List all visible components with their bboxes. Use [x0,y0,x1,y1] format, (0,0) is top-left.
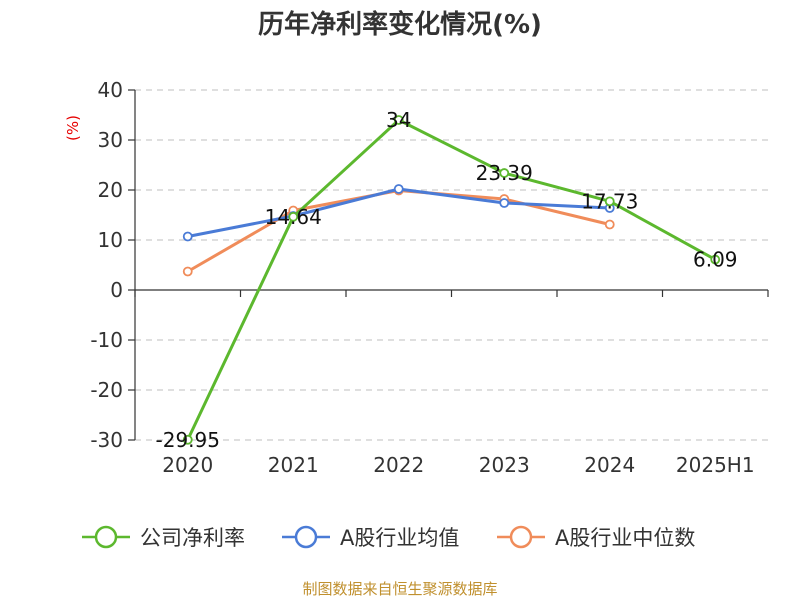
y-tick-label: -20 [90,378,123,402]
x-tick-label: 2023 [479,453,530,477]
series-line [186,118,716,441]
x-tick-label: 2020 [162,453,213,477]
legend-item-2[interactable]: A股行业中位数 [497,525,695,550]
legend-marker [94,525,118,549]
legend[interactable]: 公司净利率 A股行业均值 A股行业中位数 [82,525,695,550]
x-tick-label: 2025H1 [676,453,755,477]
legend-item-1[interactable]: A股行业均值 [282,525,459,550]
data-point [393,184,404,194]
y-tick-label: -10 [90,328,123,352]
data-point [182,434,193,445]
x-tick-label: 2022 [373,453,424,477]
legend-label: A股行业中位数 [555,526,695,550]
data-label: 14.64 [265,205,322,229]
series-1 [182,184,615,242]
legend-label: 公司净利率 [140,526,245,550]
y-tick-label: 30 [98,128,123,152]
legend-marker [509,525,533,549]
chart-title: 历年净利率变化情况(%) [258,9,542,40]
y-tick-label: 20 [98,178,123,202]
series-line [186,189,611,273]
data-point [604,196,615,207]
series-2 [182,185,615,277]
x-tick-label: 2021 [268,453,319,477]
data-point [393,115,404,125]
data-point [182,231,193,242]
data-label: 34 [386,108,411,132]
source-note: 制图数据来自恒生聚源数据库 [302,580,497,598]
data-label: 17.73 [581,189,638,213]
data-point [499,168,510,178]
series-line [187,187,610,238]
legend-marker [294,525,318,549]
y-tick-label: 0 [110,278,123,302]
data-point [288,211,299,222]
legend-label: A股行业均值 [340,526,459,550]
x-tick-label: 2024 [584,453,635,477]
gridlines [135,89,768,441]
data-point [604,219,615,230]
axes [128,89,769,441]
series-0 [182,115,721,445]
data-point [499,198,510,208]
y-tick-label: 10 [98,228,123,252]
y-axis-label: (%) [64,115,82,141]
tick-labels: 40 30 20 10 0 -10 -20 -30 2020 2021 2022 2023 2024 20… [90,78,754,477]
data-label: -29.95 [156,428,220,452]
data-label: 23.39 [476,161,533,185]
data-point [710,254,721,265]
y-tick-label: 40 [98,78,123,102]
data-point [182,266,193,277]
data-label: 6.09 [693,248,738,272]
series-lines [182,115,721,445]
y-tick-label: -30 [90,428,123,452]
data-labels: -29.95 14.64 34 23.39 17.73 6.09 [156,108,738,452]
legend-item-0[interactable]: 公司净利率 [82,525,245,550]
